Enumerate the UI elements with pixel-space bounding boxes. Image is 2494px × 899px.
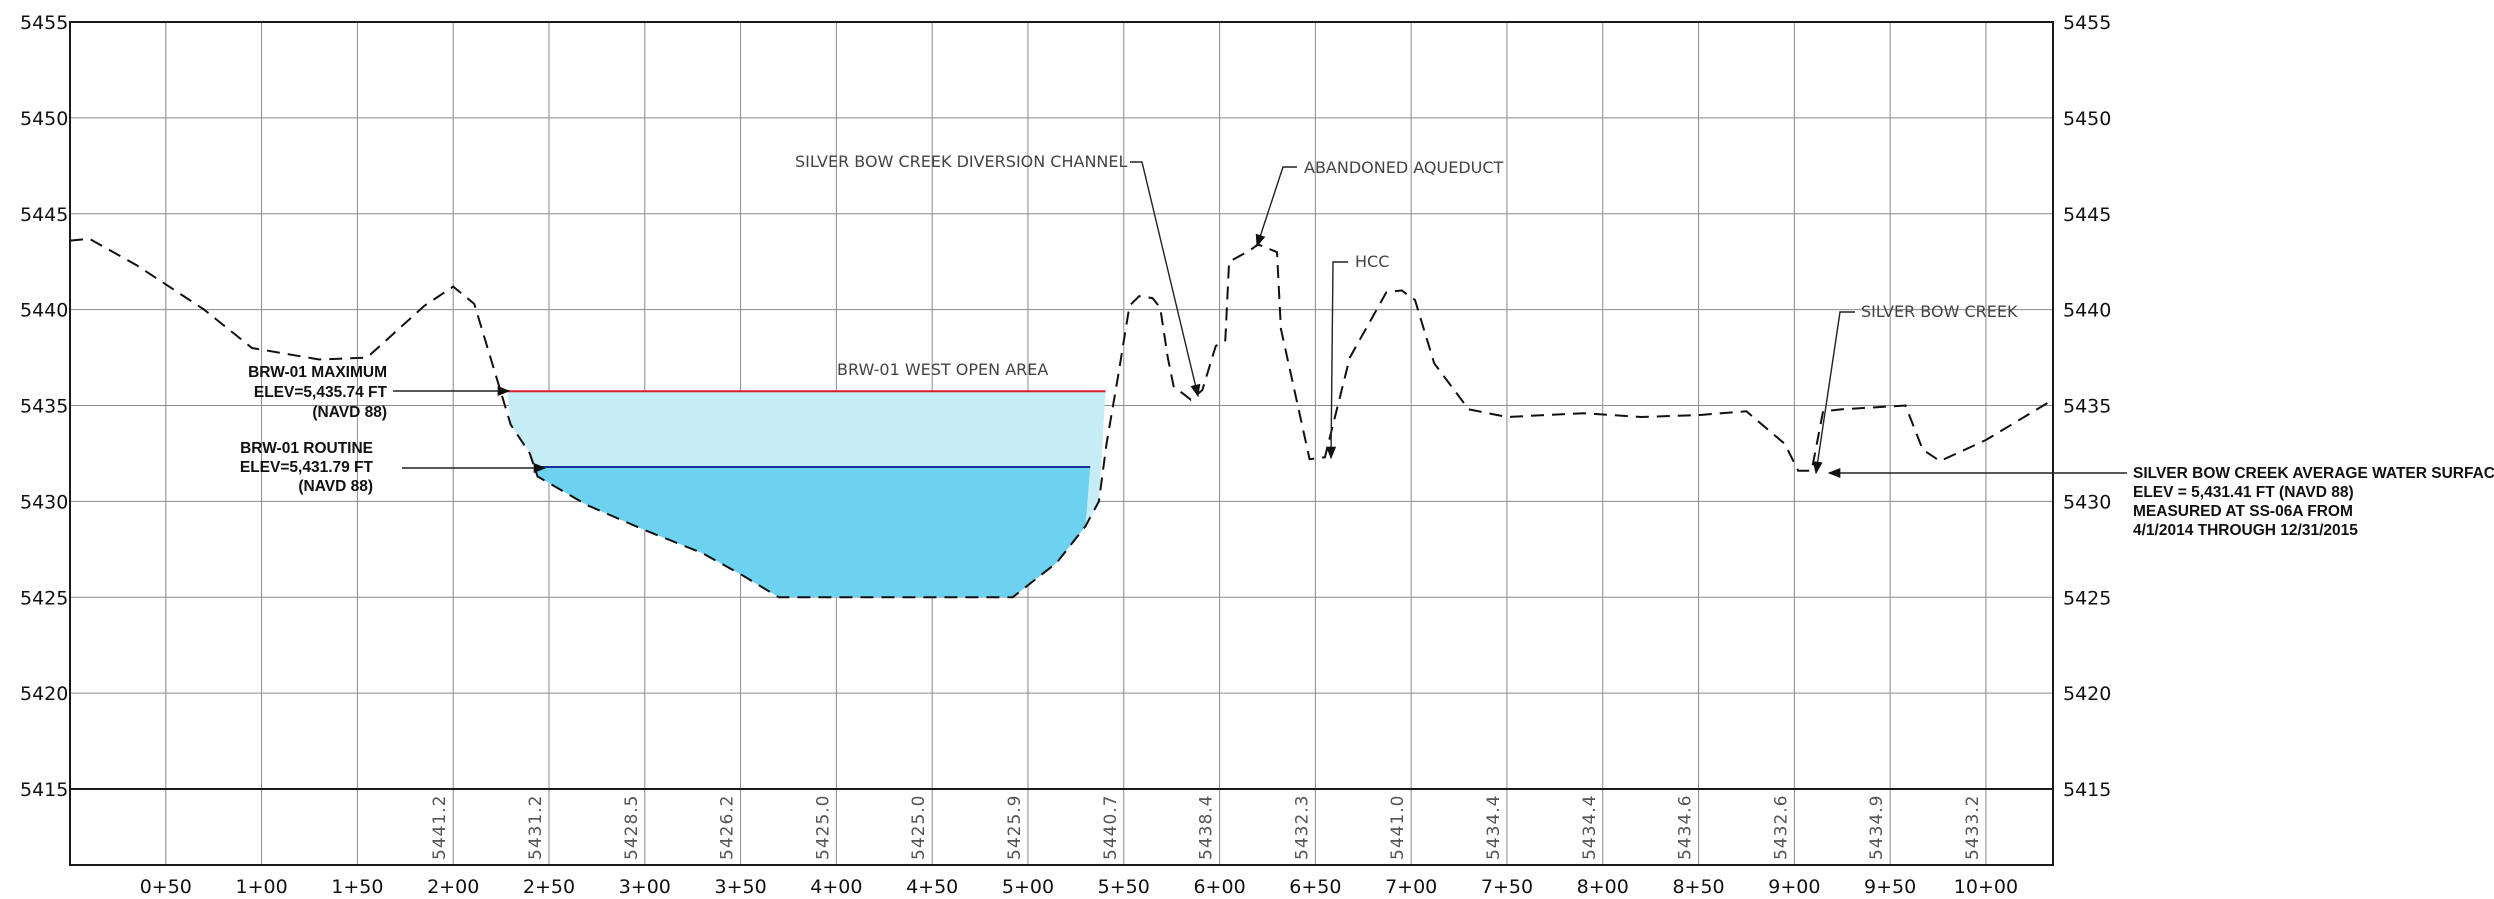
y-tick-left-5445: 5445: [20, 204, 68, 226]
ground-elev-0: 5441.2: [430, 795, 450, 860]
ground-elev-8: 5438.4: [1197, 795, 1217, 860]
x-tick-4+00: 4+00: [810, 876, 862, 898]
plot-frame: [69, 21, 2054, 866]
y-tick-right-5455: 5455: [2063, 12, 2111, 34]
creek-note-line-4: 4/1/2014 THROUGH 12/31/2015: [2133, 522, 2358, 539]
area-label: BRW-01 WEST OPEN AREA: [837, 360, 1048, 379]
silver-bow-creek-leader: [1812, 311, 1855, 475]
y-tick-left-5425: 5425: [20, 587, 68, 609]
x-tick-3+50: 3+50: [714, 876, 766, 898]
y-tick-left-5440: 5440: [20, 300, 68, 322]
creek-note-line-3: MEASURED AT SS-06A FROM: [2133, 503, 2353, 520]
maximum-elevation-note: BRW-01 MAXIMUM ELEV=5,435.74 FT (NAVD 88…: [248, 364, 387, 421]
y-tick-left-5455: 5455: [20, 12, 68, 34]
y-tick-right-5435: 5435: [2063, 396, 2111, 418]
max-note-line-1: BRW-01 MAXIMUM: [248, 364, 387, 381]
aqueduct-leader: [1255, 166, 1297, 248]
routine-elevation-note: BRW-01 ROUTINE ELEV=5,431.79 FT (NAVD 88…: [240, 440, 374, 495]
max-note-line-3: (NAVD 88): [312, 404, 387, 421]
x-tick-7+00: 7+00: [1385, 876, 1437, 898]
y-tick-left-5450: 5450: [20, 108, 68, 130]
y-tick-right-5420: 5420: [2063, 683, 2111, 705]
x-tick-5+00: 5+00: [1002, 876, 1054, 898]
x-tick-1+00: 1+00: [236, 876, 288, 898]
diversion-channel-label: SILVER BOW CREEK DIVERSION CHANNEL: [795, 152, 1128, 171]
creek-note-line-1: SILVER BOW CREEK AVERAGE WATER SURFACE: [2133, 465, 2494, 482]
ground-elev-3: 5426.2: [718, 795, 738, 860]
diversion-channel-leader: [1130, 161, 1201, 398]
station-axis: 0+50 1+00 1+50 2+00 2+50 3+00 3+50 4+00 4+50 5+00…: [140, 876, 2018, 898]
hcc-leader: [1326, 261, 1348, 460]
x-tick-10+00: 10+00: [1954, 876, 2018, 898]
ground-elev-2: 5428.5: [622, 795, 642, 860]
ground-elev-15: 5434.9: [1867, 795, 1887, 860]
creek-water-surface-note: SILVER BOW CREEK AVERAGE WATER SURFACE E…: [2133, 465, 2494, 539]
y-tick-left-5430: 5430: [20, 491, 68, 513]
x-tick-9+50: 9+50: [1864, 876, 1916, 898]
x-tick-4+50: 4+50: [906, 876, 958, 898]
y-tick-right-5445: 5445: [2063, 204, 2111, 226]
x-tick-6+50: 6+50: [1289, 876, 1341, 898]
x-tick-5+50: 5+50: [1098, 876, 1150, 898]
aqueduct-label: ABANDONED AQUEDUCT: [1304, 158, 1504, 177]
vertical-gridlines: [165, 22, 1987, 865]
ground-elev-10: 5441.0: [1388, 795, 1408, 860]
x-tick-2+00: 2+00: [427, 876, 479, 898]
x-tick-7+50: 7+50: [1481, 876, 1533, 898]
y-tick-left-5415: 5415: [20, 779, 68, 801]
ground-elev-12: 5434.4: [1580, 795, 1600, 860]
y-tick-left-5435: 5435: [20, 396, 68, 418]
x-tick-0+50: 0+50: [140, 876, 192, 898]
ground-elev-11: 5434.4: [1484, 795, 1504, 860]
hcc-label: HCC: [1355, 252, 1389, 271]
ground-elev-6: 5425.9: [1005, 795, 1025, 860]
x-tick-8+50: 8+50: [1672, 876, 1724, 898]
routine-note-line-1: BRW-01 ROUTINE: [240, 440, 373, 457]
x-tick-6+00: 6+00: [1193, 876, 1245, 898]
routine-note-line-2: ELEV=5,431.79 FT: [240, 459, 374, 476]
x-tick-1+50: 1+50: [331, 876, 383, 898]
silver-bow-creek-label: SILVER BOW CREEK: [1861, 302, 2018, 321]
y-tick-right-5430: 5430: [2063, 491, 2111, 513]
routine-water-fill: [535, 467, 1091, 598]
ground-elev-1: 5431.2: [526, 795, 546, 860]
ground-elev-4: 5425.0: [813, 795, 833, 860]
ground-elev-16: 5433.2: [1963, 795, 1983, 860]
creek-note-line-2: ELEV = 5,431.41 FT (NAVD 88): [2133, 484, 2354, 501]
right-elevation-axis: 5455 5450 5445 5440 5435 5430 5425 5420 5415: [2063, 12, 2111, 801]
y-tick-right-5450: 5450: [2063, 108, 2111, 130]
ground-elev-14: 5432.6: [1771, 795, 1791, 860]
ground-elev-7: 5440.7: [1101, 795, 1121, 860]
ground-profile-line: [69, 237, 2054, 599]
y-tick-right-5425: 5425: [2063, 587, 2111, 609]
y-tick-left-5420: 5420: [20, 683, 68, 705]
x-tick-3+00: 3+00: [619, 876, 671, 898]
ground-elev-9: 5432.3: [1292, 795, 1312, 860]
x-tick-9+00: 9+00: [1768, 876, 1820, 898]
ground-elevation-labels: 5441.2 5431.2 5428.5 5426.2 5425.0 5425.0 5425…: [430, 795, 1983, 860]
left-elevation-axis: 5455 5450 5445 5440 5435 5430 5425 5420 5415: [20, 12, 68, 801]
ground-elev-5: 5425.0: [909, 795, 929, 860]
x-tick-2+50: 2+50: [523, 876, 575, 898]
y-tick-right-5440: 5440: [2063, 300, 2111, 322]
y-tick-right-5415: 5415: [2063, 779, 2111, 801]
ground-elev-13: 5434.6: [1676, 795, 1696, 860]
x-tick-8+00: 8+00: [1577, 876, 1629, 898]
pond-water-fill: [507, 391, 1106, 598]
max-note-line-2: ELEV=5,435.74 FT: [254, 384, 388, 401]
routine-note-line-3: (NAVD 88): [298, 478, 373, 495]
